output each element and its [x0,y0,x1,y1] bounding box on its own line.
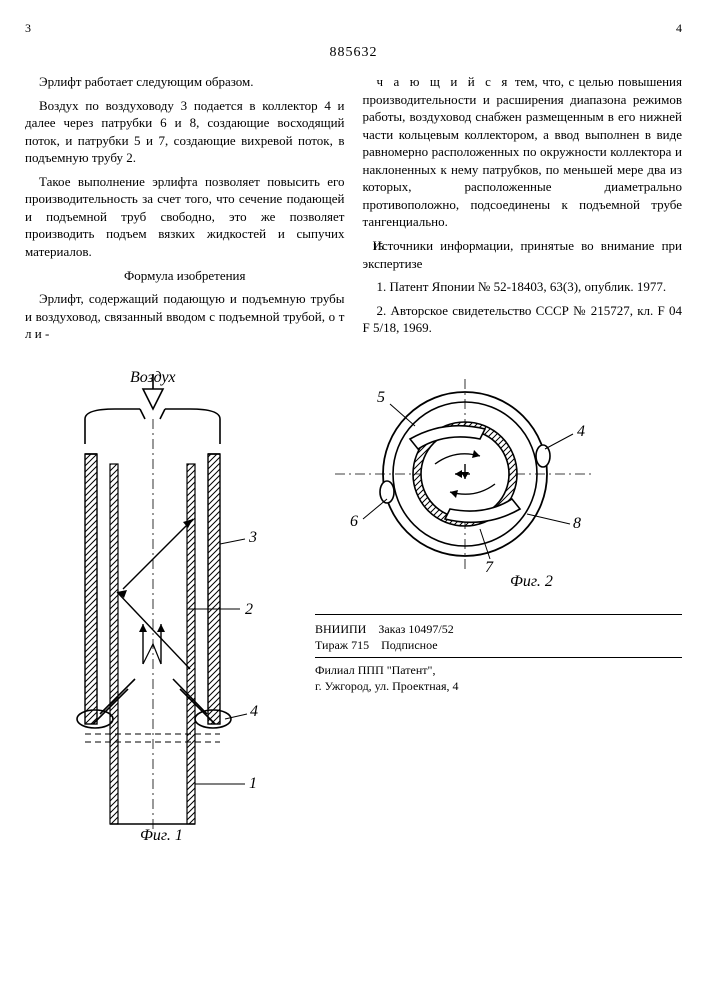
text-columns: Эрлифт работает следующим образом. Возду… [25,73,682,349]
svg-text:6: 6 [350,513,358,530]
source-2: 2. Авторское свидетельство СССР № 215727… [363,302,683,337]
page-num-left: 3 [25,20,31,36]
svg-text:1: 1 [249,775,257,792]
svg-text:4: 4 [577,423,585,440]
footer-line4: г. Ужгород, ул. Проектная, 4 [315,678,682,694]
para-claim-cont: ч а ю щ и й с я тем, что, с целью повыше… [363,73,683,231]
svg-text:8: 8 [573,515,581,532]
fig2-svg: 5 4 6 7 8 Фиг. 2 [315,364,615,594]
document-number: 885632 [25,44,682,63]
svg-text:7: 7 [485,559,494,576]
figures-area: Воздух [25,364,682,844]
svg-text:3: 3 [248,529,257,546]
figure-1: Воздух [25,364,285,844]
footer-line3: Филиал ППП "Патент", [315,657,682,678]
fig1-svg: Воздух [25,364,285,844]
page-header: 3 4 [25,20,682,36]
sources-title: 15Источники информации, принятые во вним… [363,237,683,272]
footer-block: ВНИИПИ Заказ 10497/52 Тираж 715 Подписно… [315,614,682,695]
footer-line2: Тираж 715 Подписное [315,637,682,653]
para-operation: Эрлифт работает следующим образом. [25,73,345,91]
svg-text:5: 5 [377,389,385,406]
para-claim: Эрлифт, содержащий подающую и подъемную … [25,290,345,343]
figure-2-and-footer: 5 4 6 7 8 Фиг. 2 ВНИИПИ Заказ 10497/52 Т… [315,364,682,695]
right-column: ч а ю щ и й с я тем, что, с целью повыше… [363,73,683,349]
para-air-flow: Воздух по воздуховоду 3 подается в колле… [25,97,345,167]
svg-text:4: 4 [250,703,258,720]
svg-text:Фиг. 1: Фиг. 1 [140,827,183,844]
footer-line1: ВНИИПИ Заказ 10497/52 [315,621,682,637]
formula-title: Формула изобретения [25,267,345,285]
svg-text:2: 2 [245,601,253,618]
page-num-right: 4 [676,20,682,36]
source-1: 1. Патент Японии № 52-18403, 63(3), опуб… [363,278,683,296]
svg-text:Фиг. 2: Фиг. 2 [510,573,553,590]
para-advantage: Такое выполнение эрлифта позволяет повыс… [25,173,345,261]
left-column: Эрлифт работает следующим образом. Возду… [25,73,345,349]
